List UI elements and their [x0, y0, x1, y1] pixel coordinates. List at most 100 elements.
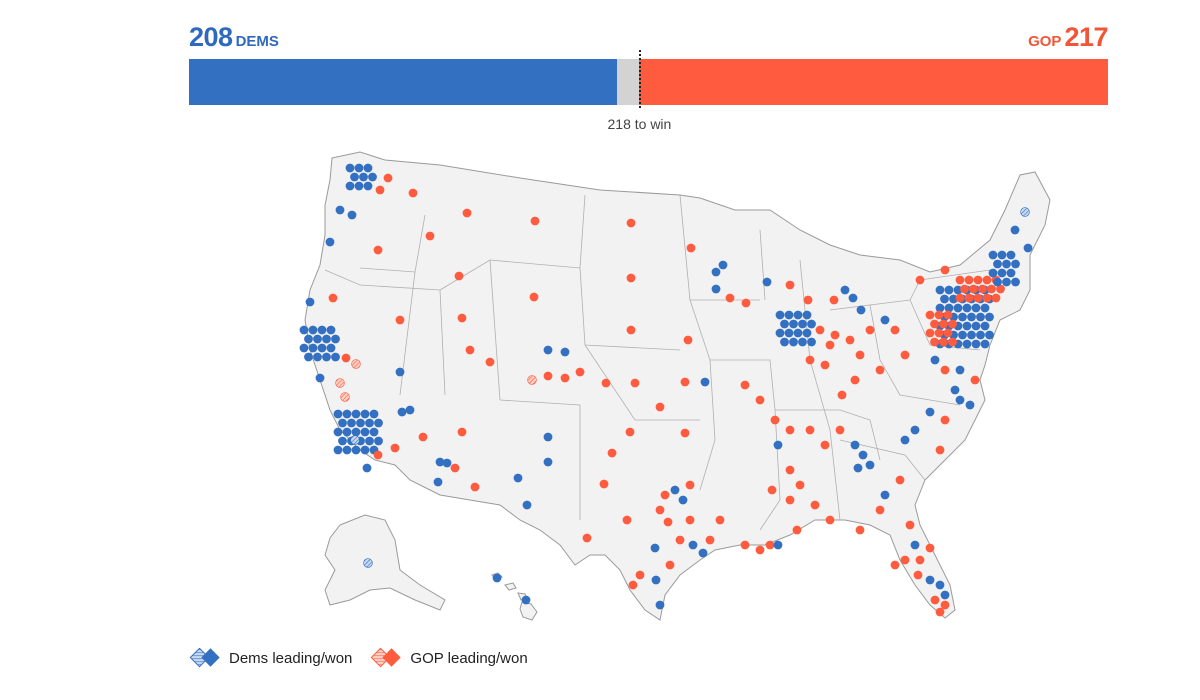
gop-leading-dot[interactable] — [335, 378, 345, 388]
gop-leading-dot[interactable] — [340, 392, 350, 402]
gop-won-dot[interactable] — [960, 284, 969, 294]
dem-won-dot[interactable] — [365, 436, 374, 446]
dem-won-dot[interactable] — [317, 343, 327, 353]
gop-won-dot[interactable] — [805, 425, 815, 435]
dem-won-dot[interactable] — [1002, 259, 1011, 269]
gop-won-dot[interactable] — [454, 271, 464, 281]
dem-won-dot[interactable] — [442, 458, 452, 468]
dem-won-dot[interactable] — [798, 319, 807, 329]
dem-won-dot[interactable] — [521, 595, 531, 605]
dem-won-dot[interactable] — [315, 373, 325, 383]
gop-won-dot[interactable] — [457, 313, 467, 323]
dem-won-dot[interactable] — [985, 330, 994, 340]
dem-won-dot[interactable] — [853, 463, 863, 473]
gop-won-dot[interactable] — [825, 515, 835, 525]
dem-won-dot[interactable] — [840, 285, 850, 295]
dem-won-dot[interactable] — [360, 445, 370, 455]
gop-won-dot[interactable] — [982, 293, 992, 303]
dem-won-dot[interactable] — [1011, 277, 1020, 287]
gop-won-dot[interactable] — [982, 275, 992, 285]
gop-won-dot[interactable] — [635, 570, 645, 580]
dem-won-dot[interactable] — [331, 334, 340, 344]
gop-won-dot[interactable] — [913, 570, 923, 580]
dem-won-dot[interactable] — [993, 259, 1002, 269]
dem-won-dot[interactable] — [331, 352, 340, 362]
gop-won-dot[interactable] — [390, 443, 400, 453]
gop-won-dot[interactable] — [792, 525, 802, 535]
gop-won-dot[interactable] — [940, 365, 950, 375]
gop-won-dot[interactable] — [663, 517, 673, 527]
dem-won-dot[interactable] — [350, 172, 359, 182]
dem-won-dot[interactable] — [784, 328, 794, 338]
gop-won-dot[interactable] — [964, 275, 974, 285]
dem-won-dot[interactable] — [369, 409, 379, 419]
gop-won-dot[interactable] — [686, 243, 696, 253]
gop-won-dot[interactable] — [935, 445, 945, 455]
dem-won-dot[interactable] — [345, 181, 355, 191]
dem-won-dot[interactable] — [368, 172, 377, 182]
gop-won-dot[interactable] — [940, 265, 950, 275]
gop-won-dot[interactable] — [425, 231, 435, 241]
dem-won-dot[interactable] — [900, 435, 910, 445]
dem-won-dot[interactable] — [953, 303, 963, 313]
dem-won-dot[interactable] — [997, 268, 1007, 278]
gop-won-dot[interactable] — [655, 402, 665, 412]
dem-won-dot[interactable] — [944, 303, 954, 313]
dem-won-dot[interactable] — [1011, 259, 1020, 269]
dem-won-dot[interactable] — [1002, 277, 1011, 287]
dem-won-dot[interactable] — [775, 310, 785, 320]
gop-won-dot[interactable] — [785, 425, 795, 435]
dem-won-dot[interactable] — [543, 432, 553, 442]
gop-won-dot[interactable] — [328, 293, 338, 303]
dem-won-dot[interactable] — [351, 427, 361, 437]
gop-won-dot[interactable] — [930, 337, 939, 347]
gop-won-dot[interactable] — [599, 479, 609, 489]
gop-won-dot[interactable] — [767, 485, 777, 495]
dem-won-dot[interactable] — [711, 284, 721, 294]
gop-won-dot[interactable] — [375, 185, 385, 195]
gop-won-dot[interactable] — [820, 360, 830, 370]
gop-won-dot[interactable] — [529, 292, 539, 302]
gop-won-dot[interactable] — [705, 535, 715, 545]
gop-won-dot[interactable] — [850, 375, 860, 385]
gop-won-dot[interactable] — [655, 505, 665, 515]
dem-won-dot[interactable] — [962, 303, 972, 313]
dem-won-dot[interactable] — [333, 409, 343, 419]
dem-won-dot[interactable] — [397, 407, 407, 417]
dem-won-dot[interactable] — [670, 485, 680, 495]
gop-won-dot[interactable] — [890, 560, 900, 570]
dem-won-dot[interactable] — [360, 427, 370, 437]
gop-won-dot[interactable] — [630, 378, 640, 388]
dem-won-dot[interactable] — [678, 495, 688, 505]
gop-won-dot[interactable] — [820, 440, 830, 450]
gop-won-dot[interactable] — [895, 475, 905, 485]
gop-won-dot[interactable] — [462, 208, 472, 218]
dem-won-dot[interactable] — [953, 285, 963, 295]
dem-won-dot[interactable] — [322, 334, 331, 344]
gop-won-dot[interactable] — [930, 319, 939, 329]
dem-won-dot[interactable] — [492, 573, 502, 583]
gop-won-dot[interactable] — [685, 515, 695, 525]
dem-won-dot[interactable] — [299, 325, 309, 335]
dem-won-dot[interactable] — [1010, 225, 1020, 235]
dem-won-dot[interactable] — [773, 540, 783, 550]
dem-won-dot[interactable] — [363, 163, 373, 173]
dem-won-dot[interactable] — [940, 294, 949, 304]
dem-won-dot[interactable] — [802, 310, 812, 320]
gop-won-dot[interactable] — [373, 245, 383, 255]
dem-won-dot[interactable] — [374, 418, 383, 428]
dem-won-dot[interactable] — [971, 321, 981, 331]
gop-won-dot[interactable] — [934, 328, 944, 338]
dem-won-dot[interactable] — [299, 343, 309, 353]
dem-won-dot[interactable] — [940, 590, 950, 600]
dem-won-dot[interactable] — [304, 352, 313, 362]
dem-won-dot[interactable] — [543, 457, 553, 467]
dem-won-dot[interactable] — [988, 250, 998, 260]
gop-won-dot[interactable] — [948, 319, 957, 329]
dem-won-dot[interactable] — [955, 395, 965, 405]
gop-won-dot[interactable] — [770, 415, 780, 425]
dem-won-dot[interactable] — [925, 407, 935, 417]
dem-won-dot[interactable] — [958, 312, 967, 322]
gop-won-dot[interactable] — [875, 365, 885, 375]
dem-won-dot[interactable] — [802, 328, 812, 338]
